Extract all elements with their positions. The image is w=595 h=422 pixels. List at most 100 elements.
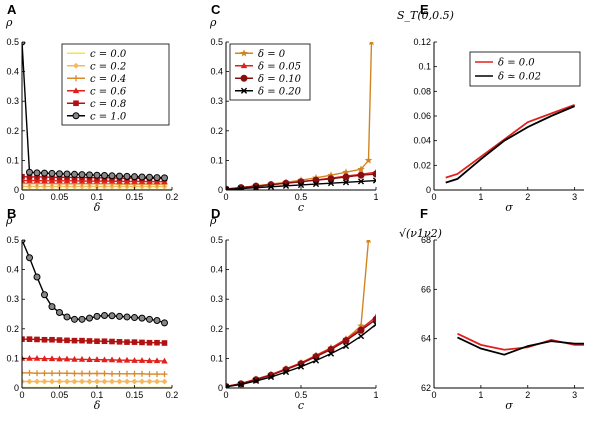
x-tick-label: 0.5 bbox=[295, 390, 308, 400]
data-point bbox=[146, 339, 153, 346]
y-tick-label: 0.2 bbox=[6, 126, 19, 136]
data-point bbox=[26, 177, 33, 183]
panel-b: B 0 0.05 0.1 0.15 0.2 0 0.1 0.2 0.3 0.4 0.5 δ ρ bbox=[5, 206, 178, 412]
data-point bbox=[86, 177, 93, 184]
y-tick-label: 0.06 bbox=[413, 111, 431, 121]
data-point bbox=[22, 336, 25, 342]
x-axis-label: δ bbox=[94, 399, 101, 412]
panel-letter: B bbox=[7, 206, 16, 221]
y-tick-label: 0.5 bbox=[6, 37, 19, 47]
data-point bbox=[357, 165, 365, 173]
data-point bbox=[34, 378, 40, 385]
y-tick-label: 0.08 bbox=[413, 86, 431, 96]
data-point bbox=[101, 311, 108, 319]
y-tick-label: 0.5 bbox=[6, 235, 19, 245]
data-point bbox=[312, 180, 320, 188]
data-point bbox=[372, 321, 376, 328]
legend-label: c = 0.6 bbox=[90, 86, 127, 97]
data-point bbox=[226, 186, 230, 190]
data-point bbox=[139, 339, 145, 346]
data-point bbox=[161, 378, 168, 385]
data-point bbox=[101, 356, 108, 363]
data-point bbox=[63, 313, 71, 321]
data-point bbox=[327, 180, 335, 187]
data-point bbox=[124, 378, 130, 385]
data-point bbox=[108, 356, 116, 363]
legend-label: δ ≃ 0.02 bbox=[498, 72, 541, 83]
data-point bbox=[41, 378, 48, 385]
data-point bbox=[364, 156, 373, 164]
x-tick-label: 1 bbox=[373, 192, 378, 202]
data-point bbox=[161, 357, 168, 364]
x-tick-label: 0.15 bbox=[126, 192, 144, 202]
y-tick-label: 0 bbox=[218, 185, 223, 195]
data-point bbox=[79, 378, 85, 385]
y-tick-label: 0.5 bbox=[210, 235, 223, 245]
data-point bbox=[49, 370, 55, 377]
data-point bbox=[64, 378, 70, 385]
data-point bbox=[342, 168, 350, 176]
data-point bbox=[41, 370, 48, 377]
data-point bbox=[101, 370, 108, 377]
y-tick-label: 0 bbox=[14, 383, 19, 393]
data-point bbox=[56, 378, 63, 385]
data-point bbox=[41, 177, 48, 184]
data-point bbox=[78, 315, 86, 323]
y-tick-label: 0.02 bbox=[413, 160, 431, 170]
data-point bbox=[63, 177, 71, 184]
y-tick-label: 0.3 bbox=[210, 294, 223, 304]
data-point bbox=[56, 170, 63, 178]
x-tick-label: 1 bbox=[478, 390, 483, 400]
data-point bbox=[161, 319, 168, 327]
y-tick-label: 0.1 bbox=[6, 155, 19, 165]
legend-swatch-marker bbox=[240, 74, 248, 82]
data-point bbox=[22, 183, 25, 190]
legend-label: c = 0.4 bbox=[90, 74, 126, 85]
x-tick-label: 0.1 bbox=[91, 192, 104, 202]
data-point bbox=[116, 339, 123, 345]
data-point bbox=[154, 339, 160, 346]
panel-letter: D bbox=[211, 206, 220, 221]
data-point bbox=[56, 174, 63, 181]
data-point bbox=[372, 315, 376, 323]
panel-a: A 0 0.05 0.1 0.15 0.2 0 0.1 0.2 0.3 0.4 0.5 δ ρ c = 0.… bbox=[5, 2, 178, 214]
x-tick-label: 2 bbox=[525, 390, 530, 400]
panel-f: F 0 1 2 3 62 64 66 68 σ √(ν1ν2) bbox=[399, 206, 584, 412]
y-tick-label: 0.1 bbox=[418, 62, 431, 72]
data-point bbox=[146, 315, 153, 323]
x-tick-label: 0 bbox=[19, 390, 24, 400]
y-tick-label: 68 bbox=[421, 235, 431, 245]
data-point bbox=[146, 357, 153, 364]
data-point bbox=[282, 182, 290, 189]
data-point bbox=[33, 177, 41, 183]
data-point bbox=[267, 373, 275, 381]
legend: δ = 0δ = 0.05 δ = 0.10δ = 0.20 bbox=[229, 43, 311, 101]
data-point bbox=[93, 171, 101, 179]
legend-box bbox=[469, 51, 581, 87]
legend-label: δ = 0 bbox=[258, 49, 286, 60]
data-point bbox=[49, 378, 55, 385]
data-point bbox=[153, 317, 161, 325]
data-point bbox=[267, 183, 275, 190]
y-tick-label: 62 bbox=[421, 383, 431, 393]
series-group bbox=[445, 104, 575, 184]
series-line bbox=[22, 240, 165, 324]
x-tick-label: 0 bbox=[19, 192, 24, 202]
legend-box bbox=[61, 43, 170, 126]
data-point bbox=[56, 370, 63, 377]
x-tick-label: 0 bbox=[223, 390, 228, 400]
legend: c = 0.0c = 0.2 c = 0.4c = 0.6 c = 0.8c = 1… bbox=[61, 43, 170, 126]
panel-letter: F bbox=[420, 206, 428, 221]
legend-label: δ = 0.05 bbox=[258, 61, 301, 72]
data-point bbox=[123, 172, 131, 180]
x-axis-label: δ bbox=[94, 201, 101, 214]
data-point bbox=[226, 383, 230, 388]
data-point bbox=[94, 378, 100, 385]
data-point bbox=[56, 355, 63, 362]
x-tick-label: 0 bbox=[431, 192, 436, 202]
y-tick-label: 0.4 bbox=[6, 265, 19, 275]
series-group bbox=[22, 240, 172, 388]
data-point bbox=[153, 357, 161, 364]
data-point bbox=[372, 170, 376, 178]
